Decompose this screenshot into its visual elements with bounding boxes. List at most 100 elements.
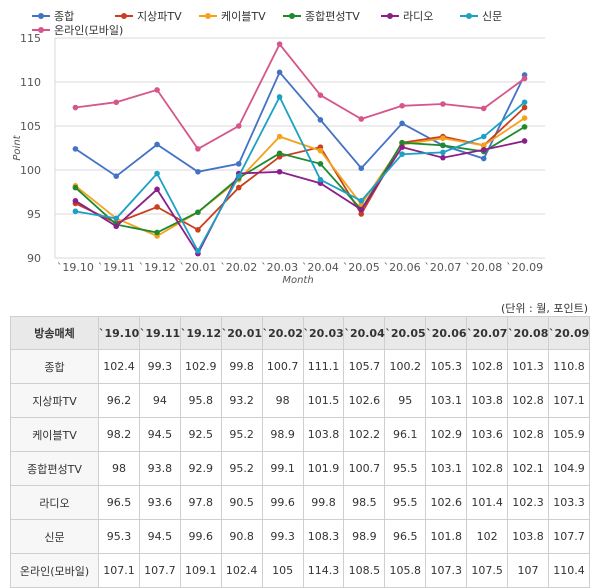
data-point xyxy=(195,168,201,175)
legend-label: 온라인(모바일) xyxy=(54,23,123,37)
data-point xyxy=(358,165,365,172)
series-6 xyxy=(72,41,528,152)
legend-swatch-dot xyxy=(38,27,44,33)
table-cell: 114.3 xyxy=(302,553,345,588)
table-cell: 103.8 xyxy=(466,383,509,418)
legend-swatch-dot xyxy=(38,13,44,19)
data-point xyxy=(72,208,79,215)
table-cell: 99.3 xyxy=(261,519,304,554)
table-column-header: `19.11 xyxy=(138,316,181,350)
table-cell: 101.3 xyxy=(507,349,549,384)
table-cell: 103.8 xyxy=(507,519,549,554)
data-point xyxy=(480,155,487,162)
table-row-label: 온라인(모바일) xyxy=(10,553,99,588)
table-column-header: `19.10 xyxy=(98,316,140,350)
table-column-header: `20.03 xyxy=(302,316,345,350)
y-axis-ticks: 90 95 100 105 110 115 xyxy=(20,32,41,265)
legend-swatch-dot xyxy=(289,13,295,19)
table-column-header: `20.04 xyxy=(343,316,386,350)
table-cell: 99.3 xyxy=(138,349,181,384)
data-point xyxy=(154,186,160,193)
table-row: 신문 95.3 94.5 99.6 90.8 99.3 108.3 98.9 96.5 101.8… xyxy=(10,519,591,554)
table-row: 라디오 96.5 93.6 97.8 90.5 99.6 99.8 98.5 95.5 102.6… xyxy=(10,485,591,520)
table-cell: 102 xyxy=(466,519,509,554)
y-axis-title: Point xyxy=(12,134,23,160)
data-point xyxy=(440,142,446,149)
data-point xyxy=(399,144,405,150)
x-axis-title: Month xyxy=(282,275,313,286)
data-point xyxy=(317,117,324,123)
table-cell: 94 xyxy=(138,383,181,418)
table-cell: 100.2 xyxy=(384,349,427,384)
data-point xyxy=(399,102,405,109)
data-point xyxy=(521,115,528,121)
legend-item: 라디오 xyxy=(381,10,433,23)
table-row: 케이블TV 98.2 94.5 92.5 95.2 98.9 103.8 102.2 96.1 1… xyxy=(10,417,591,452)
table-row: 지상파TV 96.2 94 95.8 93.2 98 101.5 102.6 95 103.1 10… xyxy=(10,383,591,418)
data-point xyxy=(154,229,160,236)
y-tick-label: 100 xyxy=(20,164,41,177)
table-cell: 103.8 xyxy=(302,417,345,452)
data-point xyxy=(235,123,242,129)
table-column-header: `19.12 xyxy=(179,316,222,350)
legend-swatch-dot xyxy=(466,13,472,19)
chart-series xyxy=(72,41,528,257)
data-point xyxy=(195,227,201,233)
data-point xyxy=(358,211,365,217)
data-point xyxy=(440,154,446,161)
table-cell: 105.3 xyxy=(425,349,468,384)
table-column-header: `20.08 xyxy=(507,316,549,350)
legend-item: 신문 xyxy=(460,10,502,23)
data-point xyxy=(154,170,160,177)
table-cell: 94.5 xyxy=(138,417,181,452)
table-cell: 108.5 xyxy=(343,553,386,588)
table-cell: 90.5 xyxy=(220,485,263,520)
y-tick-label: 95 xyxy=(27,208,41,221)
table-cell: 93.6 xyxy=(138,485,181,520)
legend-label: 지상파TV xyxy=(137,10,182,23)
series-line xyxy=(75,42,526,151)
table-cell: 102.8 xyxy=(507,383,549,418)
data-point xyxy=(440,149,446,156)
legend-label: 라디오 xyxy=(403,10,433,23)
table-column-header: `20.02 xyxy=(261,316,304,350)
series-4 xyxy=(72,138,528,257)
table-row-label: 케이블TV xyxy=(10,417,99,452)
table-cell: 98.9 xyxy=(343,519,386,554)
table-cell: 92.9 xyxy=(179,451,222,486)
data-point xyxy=(72,146,79,152)
legend-item: 종합편성TV xyxy=(283,10,360,23)
legend-label: 종합 xyxy=(54,10,74,23)
table-cell: 107.5 xyxy=(466,553,509,588)
table-cell: 95.2 xyxy=(220,451,263,486)
series-line xyxy=(74,126,526,234)
x-tick-label: `20.09 xyxy=(506,261,543,274)
data-point xyxy=(399,139,405,146)
table-cell: 102.4 xyxy=(220,553,263,588)
data-point xyxy=(276,133,283,140)
data-point xyxy=(358,206,365,213)
data-point xyxy=(195,146,201,152)
data-point xyxy=(521,138,528,144)
series-line xyxy=(74,140,525,256)
x-tick-label: `20.02 xyxy=(220,261,257,274)
data-point xyxy=(358,116,365,122)
table-cell: 95 xyxy=(384,383,427,418)
series-0 xyxy=(72,69,528,179)
table-cell: 102.3 xyxy=(507,485,549,520)
x-tick-label: `20.04 xyxy=(302,261,339,274)
table-cell: 105 xyxy=(261,553,304,588)
legend-label: 종합편성TV xyxy=(305,10,360,23)
legend-swatch-dot xyxy=(387,13,393,19)
table-cell: 93.8 xyxy=(138,451,181,486)
table-cell: 102.8 xyxy=(507,417,549,452)
legend-label: 신문 xyxy=(482,10,502,23)
table-cell: 98.2 xyxy=(98,417,140,452)
legend-item: 케이블TV xyxy=(199,10,266,23)
data-point xyxy=(317,161,324,167)
table-row: 온라인(모바일) 107.1 107.7 109.1 102.4 105 114.3 108.… xyxy=(10,553,591,588)
legend-swatch-dot xyxy=(205,13,211,19)
table-cell: 107.1 xyxy=(547,383,591,418)
series-line xyxy=(75,106,526,231)
